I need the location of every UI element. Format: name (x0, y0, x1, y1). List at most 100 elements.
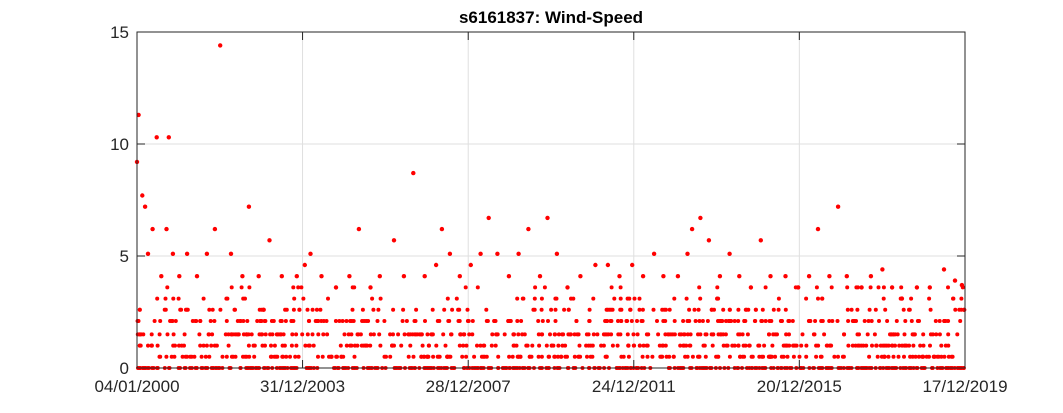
data-point-dense (284, 354, 289, 359)
data-point-dense (687, 307, 692, 312)
data-point-dense (747, 343, 752, 348)
data-point-dense (575, 332, 580, 337)
data-point (422, 274, 427, 279)
data-point-dense (539, 354, 544, 359)
data-point-dense (885, 319, 890, 323)
data-point-dense (846, 319, 851, 323)
data-point-dense (918, 343, 923, 348)
data-point (758, 238, 763, 243)
data-point-dense (696, 307, 701, 312)
data-point-dense (544, 343, 549, 348)
data-point-dense (288, 354, 292, 359)
data-point-dense (601, 343, 606, 348)
data-point-dense (898, 296, 903, 301)
data-point-dense (306, 319, 311, 323)
data-point (468, 262, 473, 268)
data-point-dense (530, 343, 535, 348)
data-point-dense (210, 307, 215, 312)
data-point-dense (299, 285, 304, 290)
data-point-dense (741, 343, 746, 348)
data-point-dense (753, 307, 758, 312)
data-point-dense (894, 319, 899, 323)
data-point-dense (269, 354, 274, 359)
data-point-dense (732, 319, 737, 323)
data-point-dense (688, 332, 693, 337)
data-point-dense (584, 332, 589, 337)
data-point-dense (761, 354, 766, 359)
data-point-dense (515, 296, 520, 301)
data-point-dense (840, 354, 845, 359)
data-point-dense (588, 343, 593, 348)
data-point-dense (864, 343, 869, 348)
data-point-dense (165, 332, 170, 337)
x-tick-label: 20/12/2015 (757, 377, 842, 396)
data-point-dense (272, 343, 277, 348)
data-point-dense (635, 332, 640, 337)
data-point (495, 251, 500, 256)
data-point-dense (790, 319, 795, 323)
data-point-dense (378, 343, 383, 348)
data-point-dense (291, 285, 296, 290)
data-point (164, 226, 169, 232)
data-point-dense (401, 307, 406, 312)
data-point-dense (466, 319, 471, 323)
data-point-dense (366, 319, 371, 323)
data-point-dense (811, 332, 816, 337)
data-point-dense (235, 319, 240, 323)
data-point-dense (406, 332, 411, 337)
data-point-dense (445, 354, 450, 359)
data-point-dense (937, 332, 942, 337)
data-point-dense (340, 319, 345, 323)
data-point-dense (378, 296, 383, 301)
data-point-dense (779, 354, 784, 359)
data-point-dense (324, 319, 329, 323)
data-point-dense (171, 343, 176, 348)
data-point (447, 251, 453, 256)
data-point-dense (496, 354, 501, 359)
data-point (927, 285, 932, 290)
data-point-dense (209, 343, 214, 348)
data-point-dense (252, 343, 257, 348)
data-point-dense (180, 354, 185, 359)
data-point-dense (533, 285, 538, 290)
data-point-dense (715, 285, 720, 290)
data-point-dense (461, 343, 466, 348)
data-point-dense (413, 332, 418, 337)
data-point-dense (760, 307, 765, 312)
data-point-dense (532, 307, 537, 312)
data-point-dense (635, 319, 639, 323)
data-point (630, 262, 635, 268)
data-point (706, 238, 712, 243)
data-point-dense (470, 332, 475, 337)
data-point-dense (903, 319, 908, 323)
data-point-dense (214, 343, 219, 348)
data-point-dense (164, 354, 169, 359)
data-point-dense (814, 343, 819, 348)
data-point-dense (511, 332, 516, 337)
data-point-dense (709, 307, 714, 312)
data-point-dense (927, 354, 931, 359)
data-point-dense (556, 343, 561, 348)
data-point (835, 204, 841, 209)
data-point-dense (820, 296, 825, 301)
data-point-dense (930, 332, 935, 337)
data-point (859, 285, 864, 290)
data-point-dense (574, 319, 579, 323)
data-point-dense (220, 354, 225, 359)
data-point-dense (829, 285, 834, 290)
chart-title: s6161837: Wind-Speed (459, 8, 643, 27)
data-point-dense (193, 319, 198, 323)
data-point-dense (351, 319, 356, 323)
data-point-dense (902, 343, 907, 348)
data-point (783, 274, 788, 279)
data-point-dense (939, 343, 944, 348)
data-point-dense (773, 354, 778, 359)
data-point-dense (700, 319, 705, 323)
data-point-dense (329, 354, 334, 359)
data-point-dense (618, 296, 623, 301)
data-point-dense (371, 307, 376, 312)
data-point-dense (659, 354, 664, 359)
data-point-dense (247, 285, 252, 290)
data-point-dense (281, 332, 286, 337)
data-point-dense (296, 354, 301, 359)
